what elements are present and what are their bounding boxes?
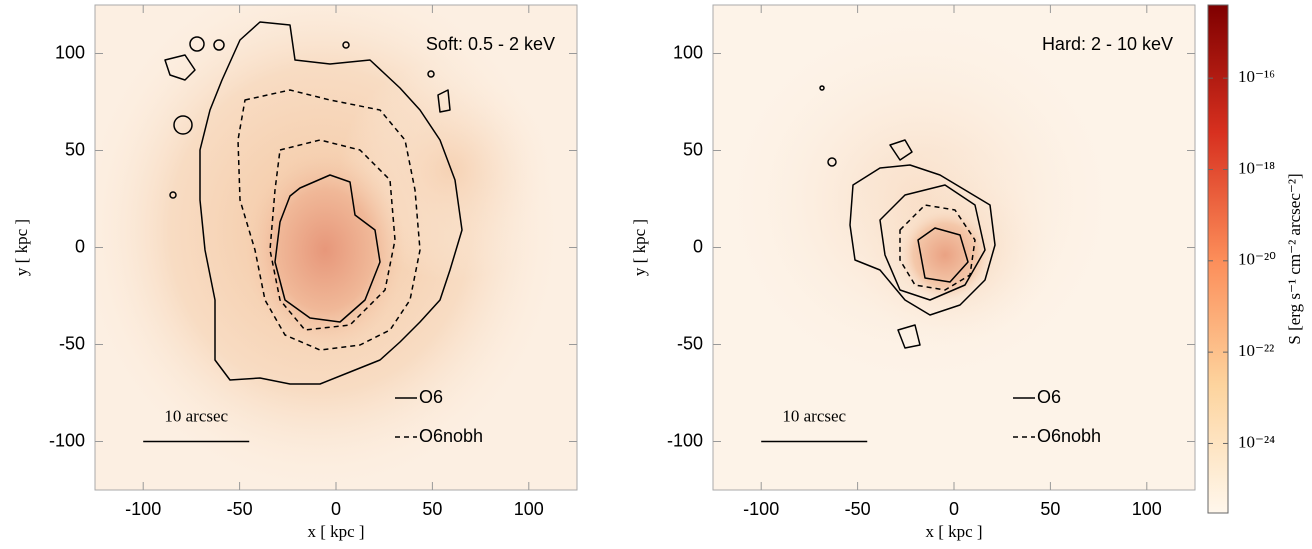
y-tick-label: 0 xyxy=(693,236,703,256)
x-tick-label: 100 xyxy=(514,499,544,519)
legend-label: O6 xyxy=(419,387,443,407)
y-tick-label: -100 xyxy=(667,430,703,450)
colorbar-label: S [erg s⁻¹ cm⁻² arcsec⁻²] xyxy=(1285,173,1304,344)
x-axis-label: x [ kpc ] xyxy=(307,522,364,541)
x-tick-label: 50 xyxy=(422,499,442,519)
y-tick-label: 0 xyxy=(75,236,85,256)
figure: -100 -50 0 50 100 -100 -50 0 50 100 x [ kpc ] y [ k… xyxy=(0,0,1312,549)
y-tick-label: 50 xyxy=(65,139,85,159)
colorbar-tick-label: 10⁻¹⁸ xyxy=(1238,158,1275,177)
legend-label: O6nobh xyxy=(419,426,483,446)
colorbar-tick-label: 10⁻²² xyxy=(1238,341,1274,360)
annotation: Hard: 2 - 10 keV xyxy=(1042,34,1173,54)
heatmap-image xyxy=(70,0,577,500)
x-tick-label: 50 xyxy=(1040,499,1060,519)
x-tick-label: -50 xyxy=(845,499,871,519)
x-tick-label: -50 xyxy=(227,499,253,519)
x-tick-label: -100 xyxy=(125,499,161,519)
scale-bar-label: 10 arcsec xyxy=(164,406,228,425)
colorbar xyxy=(1208,5,1228,513)
legend-label: O6 xyxy=(1037,387,1061,407)
y-tick-label: 100 xyxy=(673,42,703,62)
colorbar-tick-label: 10⁻²⁰ xyxy=(1238,250,1276,269)
colorbar-tick-label: 10⁻²⁴ xyxy=(1238,432,1275,451)
x-tick-label: 0 xyxy=(949,499,959,519)
y-tick-label: 100 xyxy=(55,42,85,62)
x-tick-label: -100 xyxy=(743,499,779,519)
legend-label: O6nobh xyxy=(1037,426,1101,446)
y-axis-label: y [ kpc ] xyxy=(12,219,31,276)
x-tick-label: 0 xyxy=(331,499,341,519)
scale-bar-label: 10 arcsec xyxy=(782,406,846,425)
x-tick-label: 100 xyxy=(1132,499,1162,519)
colorbar-tick-label: 10⁻¹⁶ xyxy=(1238,67,1275,86)
y-tick-label: -50 xyxy=(677,333,703,353)
y-tick-label: -50 xyxy=(59,333,85,353)
y-tick-label: -100 xyxy=(49,430,85,450)
x-axis-label: x [ kpc ] xyxy=(925,522,982,541)
y-tick-label: 50 xyxy=(683,139,703,159)
annotation: Soft: 0.5 - 2 keV xyxy=(426,34,555,54)
y-axis-label: y [ kpc ] xyxy=(630,219,649,276)
